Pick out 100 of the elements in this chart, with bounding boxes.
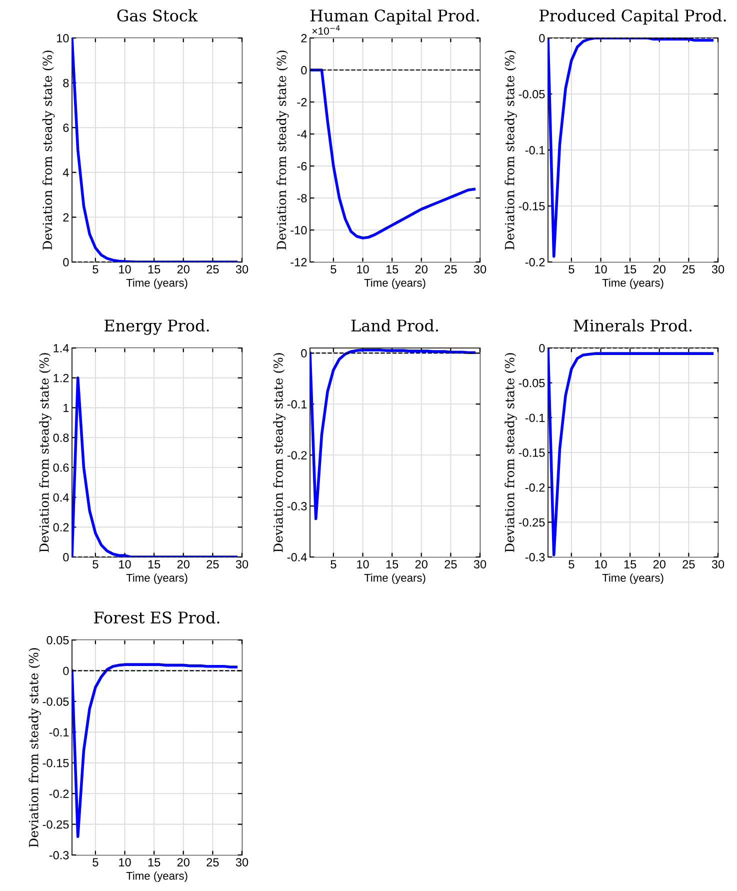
y-tick-label: 1 xyxy=(64,404,69,412)
y-tick-label: 0 xyxy=(63,553,69,562)
y-axis-title: Deviation from steady state (%) xyxy=(273,353,286,552)
x-tick-label: 20 xyxy=(415,560,428,568)
x-tick-label: 5 xyxy=(568,265,574,274)
y-tick-label: 0 xyxy=(539,344,545,352)
x-tick-label: 20 xyxy=(177,265,190,274)
line-series xyxy=(310,348,476,520)
y-tick-label: -0.2 xyxy=(49,790,69,798)
x-tick-label: 10 xyxy=(357,560,369,568)
y-tick-label: -0.25 xyxy=(518,518,545,527)
x-tick-label: 5 xyxy=(92,858,98,866)
x-tick-label: 20 xyxy=(653,265,666,274)
x-tick-label: 25 xyxy=(682,265,695,274)
y-tick-label: -0.4 xyxy=(287,553,307,562)
text: ×10$^{−4}$ xyxy=(312,25,340,35)
y-tick-label: -0.3 xyxy=(287,502,307,510)
x-tick-label: 5 xyxy=(92,265,98,274)
y-tick-label: -0.3 xyxy=(49,851,69,860)
y-tick-label: -0.2 xyxy=(287,451,307,460)
y-tick-label: -0.2 xyxy=(525,258,545,266)
x-tick-label: 20 xyxy=(177,858,190,866)
y-tick-label: 10 xyxy=(56,34,69,42)
x-tick-label: 25 xyxy=(206,858,219,866)
chart-title: Gas Stock xyxy=(117,9,198,22)
y-tick-label: 1.2 xyxy=(54,374,69,382)
y-tick-label: 0 xyxy=(63,258,69,266)
x-tick-label: 10 xyxy=(357,265,369,274)
y-tick-label: -0.1 xyxy=(525,146,545,154)
chart-title: Minerals Prod. xyxy=(574,319,692,332)
x-tick-label: 30 xyxy=(236,265,248,274)
x-tick-label: 10 xyxy=(595,560,607,568)
y-tick-label: -0.1 xyxy=(49,728,69,737)
y-tick-label: 1.4 xyxy=(54,344,69,352)
y-tick-label: -0.05 xyxy=(518,90,545,98)
x-tick-label: 15 xyxy=(148,265,160,274)
x-tick-label: 20 xyxy=(177,560,190,568)
x-tick-label: 30 xyxy=(474,560,486,568)
y-tick-label: 0.2 xyxy=(53,523,69,532)
y-tick-label: -0.05 xyxy=(518,378,545,388)
y-tick-label: -0.1 xyxy=(287,400,307,408)
x-tick-label: 20 xyxy=(415,265,428,274)
x-tick-label: 30 xyxy=(474,265,486,274)
x-axis-title: Time (years) xyxy=(364,278,426,289)
y-tick-label: 4 xyxy=(62,168,69,177)
x-tick-label: 15 xyxy=(386,265,398,274)
x-axis-title: Time (years) xyxy=(602,278,664,289)
x-tick-label: 10 xyxy=(119,265,131,274)
y-tick-label: -2 xyxy=(297,98,307,106)
x-tick-label: 25 xyxy=(444,560,457,568)
y-tick-label: 2 xyxy=(301,34,307,42)
y-axis-title: Deviation from steady state (%) xyxy=(504,353,517,552)
y-tick-label: 8 xyxy=(63,78,69,88)
x-tick-label: 15 xyxy=(624,560,636,568)
chart-title: Produced Capital Prod. xyxy=(540,9,726,25)
x-tick-label: 10 xyxy=(595,265,607,274)
y-tick-label: 0.6 xyxy=(53,463,69,472)
chart-title: Energy Prod. xyxy=(104,319,209,335)
x-tick-label: 15 xyxy=(624,265,636,274)
x-axis-title: Time (years) xyxy=(126,872,188,882)
x-axis-title: Time (years) xyxy=(126,278,188,289)
x-tick-label: 5 xyxy=(330,560,336,568)
x-tick-label: 10 xyxy=(119,858,131,866)
line-series xyxy=(310,68,476,240)
y-tick-label: -0.1 xyxy=(525,414,545,422)
x-tick-label: 15 xyxy=(148,858,160,866)
chart-title: Land Prod. xyxy=(351,319,438,332)
line-series xyxy=(72,663,238,838)
y-tick-label: 6 xyxy=(63,124,69,132)
y-tick-label: -0.05 xyxy=(42,697,69,706)
x-tick-label: 15 xyxy=(148,560,160,568)
x-tick-label: 25 xyxy=(206,265,219,274)
x-tick-label: 10 xyxy=(119,560,131,568)
x-tick-label: 5 xyxy=(330,265,336,274)
x-tick-label: 25 xyxy=(444,265,457,274)
x-tick-label: 30 xyxy=(236,560,248,568)
y-axis-title: Deviation from steady state (%) xyxy=(42,50,55,250)
y-axis-title: Deviation from steady state (%) xyxy=(276,50,289,250)
y-tick-label: -8 xyxy=(297,194,307,202)
y-axis-title: Deviation from steady state (%) xyxy=(28,648,41,848)
y-tick-label: -0.15 xyxy=(42,758,69,768)
y-tick-label: 0 xyxy=(301,349,307,358)
x-tick-label: 30 xyxy=(712,265,724,274)
y-tick-label: -0.2 xyxy=(525,483,545,492)
y-tick-label: -0.25 xyxy=(42,820,69,829)
y-axis-title: Deviation from steady state (%) xyxy=(39,353,52,552)
x-tick-label: 25 xyxy=(682,560,695,568)
y-tick-label: 0.8 xyxy=(53,434,69,442)
y-tick-label: 0.05 xyxy=(46,636,69,644)
x-tick-label: 30 xyxy=(712,560,724,568)
y-tick-label: -12 xyxy=(290,258,307,266)
y-tick-label: 0.4 xyxy=(53,493,69,502)
x-tick-label: 20 xyxy=(653,560,666,568)
y-tick-label: 0 xyxy=(63,666,69,676)
x-axis-title: Time (years) xyxy=(126,574,188,584)
y-tick-label: 2 xyxy=(63,213,69,222)
y-tick-label: -0.15 xyxy=(518,448,545,457)
y-tick-label: -0.15 xyxy=(518,202,545,210)
chart-title: Forest ES Prod. xyxy=(94,611,220,624)
y-tick-label: -10 xyxy=(290,226,307,234)
